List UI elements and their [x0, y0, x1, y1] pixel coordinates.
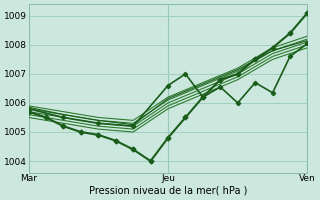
- X-axis label: Pression niveau de la mer( hPa ): Pression niveau de la mer( hPa ): [89, 186, 247, 196]
